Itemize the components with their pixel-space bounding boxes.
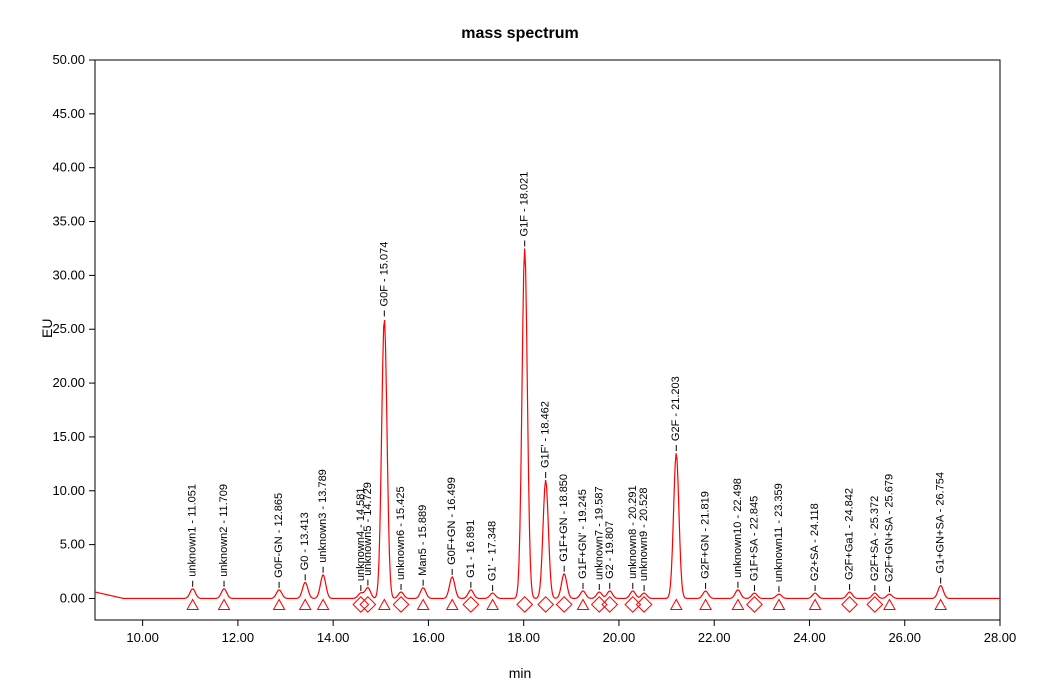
y-tick-label: 5.00 <box>60 537 85 552</box>
peak-label-group: G2F+SA - 25.372 <box>869 496 881 581</box>
peak-label: unknown6 - 15.425 <box>395 486 407 580</box>
peak-label: G0F - 15.074 <box>378 242 390 307</box>
x-tick-label: 12.00 <box>222 630 255 645</box>
peak-label-group: unknown9 - 20.528 <box>638 487 650 581</box>
peak-label: unknown3 - 13.789 <box>317 469 329 563</box>
peak-label: unknown10 - 22.498 <box>732 478 744 578</box>
y-tick-label: 30.00 <box>52 267 85 282</box>
peak-label-group: unknown8 - 20.291 <box>627 485 639 579</box>
peak-label-group: G0F - 15.074 <box>378 242 390 307</box>
peak-label: G1F+GN' - 19.245 <box>577 489 589 579</box>
y-tick-label: 10.00 <box>52 483 85 498</box>
x-tick-label: 28.00 <box>984 630 1017 645</box>
peak-label-group: unknown5 - 14.729 <box>362 482 374 576</box>
peak-label: G2+SA - 24.118 <box>809 503 821 581</box>
peak-label: G1F - 18.021 <box>519 172 531 237</box>
peak-label: G0F-GN - 12.865 <box>273 493 285 578</box>
peak-label: Man5 - 15.889 <box>417 505 429 576</box>
y-tick-label: 15.00 <box>52 429 85 444</box>
x-tick-label: 24.00 <box>793 630 826 645</box>
x-tick-label: 26.00 <box>888 630 921 645</box>
peak-label: G1' - 17.348 <box>487 521 499 581</box>
peak-label: G1F+SA - 22.845 <box>748 496 760 581</box>
x-tick-label: 20.00 <box>603 630 636 645</box>
x-axis-label: min <box>0 665 1040 681</box>
peak-label-group: unknown2 - 11.709 <box>218 484 230 577</box>
peak-label-group: unknown3 - 13.789 <box>317 469 329 563</box>
peak-label-group: G0F+GN - 16.499 <box>446 477 458 565</box>
peak-label: G1+GN+SA - 26.754 <box>935 472 947 574</box>
x-tick-label: 14.00 <box>317 630 350 645</box>
peak-label-group: G0F-GN - 12.865 <box>273 493 285 578</box>
peak-label: unknown8 - 20.291 <box>627 485 639 579</box>
peak-label-group: G2+SA - 24.118 <box>809 503 821 581</box>
peak-label: G1F' - 18.462 <box>540 401 552 468</box>
peak-label-group: G2F+GN+SA - 25.679 <box>883 474 895 582</box>
chromatogram-svg: 0.00 5.00 10.00 15.00 20.00 25.00 30.00 35.00 40… <box>0 0 1040 691</box>
peak-label: unknown11 - 23.359 <box>773 483 785 582</box>
peak-label: unknown1 - 11.051 <box>187 484 199 577</box>
peak-label: G0F+GN - 16.499 <box>446 477 458 565</box>
peak-label-group: G0 - 13.413 <box>299 512 311 570</box>
peak-label-group: unknown1 - 11.051 <box>187 484 199 577</box>
y-tick-label: 20.00 <box>52 375 85 390</box>
y-tick-label: 45.00 <box>52 106 85 121</box>
peak-label-group: G1' - 17.348 <box>487 521 499 581</box>
peak-label: unknown2 - 11.709 <box>218 484 230 577</box>
peak-label: G2F+GN - 21.819 <box>700 491 712 579</box>
x-tick-label: 18.00 <box>507 630 540 645</box>
peak-label-group: G1F - 18.021 <box>519 172 531 237</box>
peak-label-group: G1+GN+SA - 26.754 <box>935 472 947 574</box>
peak-label: G2F+Ga1 - 24.842 <box>844 488 856 580</box>
x-tick-label: 22.00 <box>698 630 731 645</box>
peak-label-group: G1F' - 18.462 <box>540 401 552 468</box>
peak-label-group: G1F+SA - 22.845 <box>748 496 760 581</box>
peak-label: G0 - 13.413 <box>299 512 311 570</box>
y-axis-label: EU <box>39 319 55 338</box>
peak-label-group: G2F+Ga1 - 24.842 <box>844 488 856 580</box>
chart-bg <box>0 0 1040 691</box>
y-tick-label: 35.00 <box>52 214 85 229</box>
x-tick-label: 10.00 <box>126 630 159 645</box>
peak-label: unknown5 - 14.729 <box>362 482 374 576</box>
peak-label: G2 - 19.807 <box>604 521 616 579</box>
peak-label: unknown9 - 20.528 <box>638 487 650 581</box>
peak-label-group: unknown11 - 23.359 <box>773 483 785 582</box>
y-tick-label: 0.00 <box>60 590 85 605</box>
chart-title: mass spectrum <box>0 25 1040 43</box>
peak-label: G1F+GN - 18.850 <box>558 474 570 562</box>
x-tick-label: 16.00 <box>412 630 445 645</box>
y-tick-label: 40.00 <box>52 160 85 175</box>
peak-label: G2F+SA - 25.372 <box>869 496 881 581</box>
peak-label: G1 - 16.891 <box>465 520 477 578</box>
peak-label-group: G2F+GN - 21.819 <box>700 491 712 579</box>
peak-label-group: G1F+GN' - 19.245 <box>577 489 589 579</box>
peak-label-group: G2F - 21.203 <box>670 376 682 441</box>
peak-label-group: unknown6 - 15.425 <box>395 486 407 580</box>
peak-label-group: G1F+GN - 18.850 <box>558 474 570 562</box>
peak-label-group: unknown10 - 22.498 <box>732 478 744 578</box>
peak-label-group: Man5 - 15.889 <box>417 505 429 576</box>
y-tick-label: 50.00 <box>52 52 85 67</box>
y-tick-label: 25.00 <box>52 321 85 336</box>
peak-label-group: G2 - 19.807 <box>604 521 616 579</box>
peak-label: G2F+GN+SA - 25.679 <box>883 474 895 582</box>
peak-label-group: G1 - 16.891 <box>465 520 477 578</box>
chart-wrapper: mass spectrum EU min 0.00 5.00 10.00 15.00 2… <box>0 0 1040 691</box>
peak-label: G2F - 21.203 <box>670 376 682 441</box>
